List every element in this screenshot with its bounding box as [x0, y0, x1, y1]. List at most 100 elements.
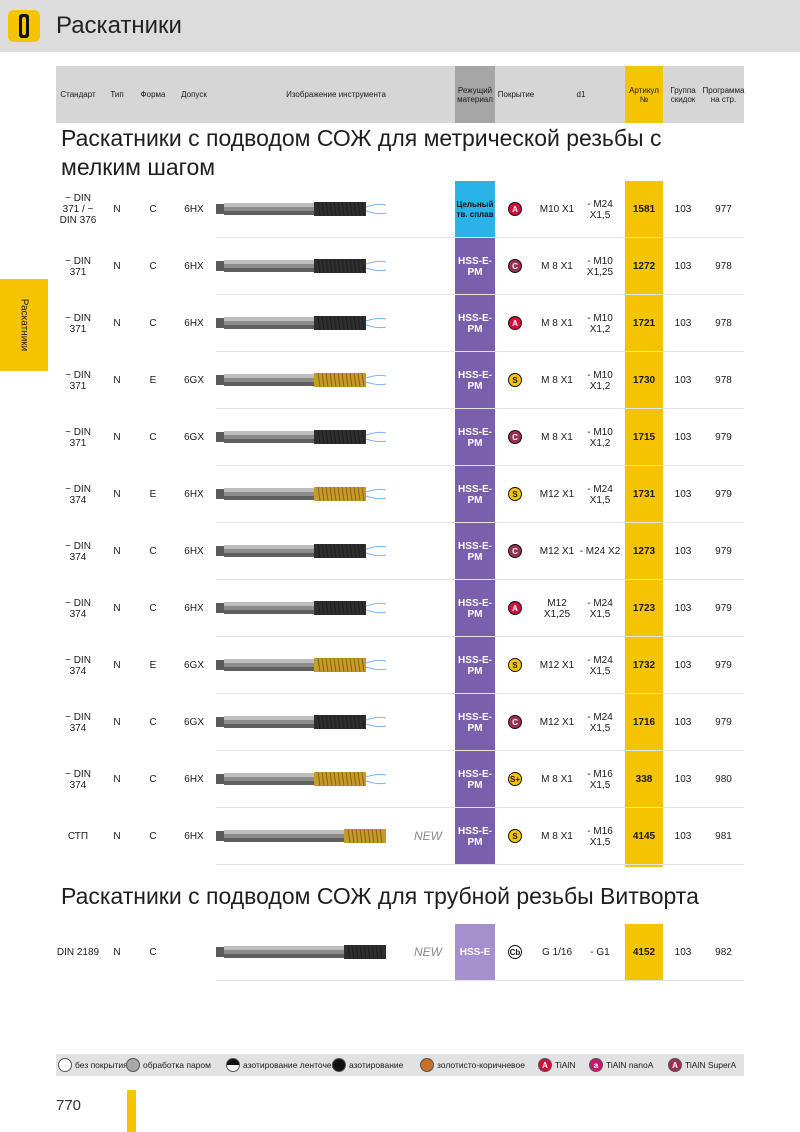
cell-form: C	[149, 318, 157, 329]
coating-legend: без покрытия обработка паром азотирование …	[56, 1054, 744, 1076]
cell-d1-to: - M24 X1,5	[587, 483, 613, 506]
cell-type: N	[113, 546, 121, 557]
cell-d1-to: - M24 X1,5	[587, 198, 613, 221]
legend-label: TiAlN	[555, 1059, 576, 1070]
cutting-material: HSS-E-PM	[455, 523, 495, 580]
cutting-material: HSS-E-PM	[455, 295, 495, 352]
cell-article[interactable]: 1581	[632, 204, 656, 215]
row-divider	[216, 579, 744, 580]
header-image: Изображение инструмента	[286, 90, 386, 99]
cell-tolerance: 6HX	[184, 774, 204, 785]
header-discount-group: Группа скидок	[670, 85, 696, 104]
cell-form: C	[149, 831, 157, 842]
header-article: Артикул №	[625, 66, 663, 123]
cell-group: 103	[674, 660, 692, 671]
cell-d1-to: - M16 X1,5	[587, 825, 613, 848]
cutting-material: HSS-E	[455, 924, 495, 981]
cell-article[interactable]: 338	[635, 774, 653, 785]
cell-page: 979	[715, 432, 732, 443]
table-row: ~ DIN 374 N C 6GX HSS-E-PM C M12 X1 - M24 X1,5 1…	[56, 694, 744, 751]
legend-item: без покрытия	[58, 1054, 128, 1076]
cell-standard: ~ DIN 374	[65, 654, 91, 677]
tool-image	[216, 655, 396, 675]
cell-d1-from: M 8 X1	[541, 774, 573, 785]
table-row: ~ DIN 371 N C 6HX HSS-E-PM C M 8 X1 - M10 X1,25…	[56, 238, 744, 295]
legend-item: a TiAlN nanoA	[589, 1054, 653, 1076]
cell-d1-from: M12 X1	[539, 489, 575, 500]
table-row: ~ DIN 374 N C 6HX HSS-E-PM C M12 X1 - M24 X2 127…	[56, 523, 744, 580]
tool-image	[216, 313, 396, 333]
cutting-material: HSS-E-PM	[455, 694, 495, 751]
cell-page: 982	[715, 947, 732, 958]
cell-article[interactable]: 1730	[632, 375, 656, 386]
cell-page: 981	[715, 831, 732, 842]
cell-article[interactable]: 1721	[632, 318, 656, 329]
table-row: ~ DIN 371 N C 6HX HSS-E-PM A M 8 X1 - M10 X1,2 1…	[56, 295, 744, 352]
legend-label: азотирование	[349, 1059, 404, 1070]
legend-item: A TiAlN SuperA	[668, 1054, 736, 1076]
coating-badge-icon: Cb	[508, 945, 522, 959]
cell-article[interactable]: 1731	[632, 489, 656, 500]
header-d1: d1	[576, 90, 586, 99]
cell-type: N	[113, 261, 121, 272]
cell-article[interactable]: 1716	[632, 717, 656, 728]
table-header: Стандарт Тип Форма Допуск Изображение ин…	[56, 66, 744, 123]
coating-badge-icon: S	[508, 373, 522, 387]
cell-standard: ~ DIN 371	[65, 426, 91, 449]
cell-group: 103	[674, 831, 692, 842]
cell-tolerance: 6HX	[184, 831, 204, 842]
cell-standard: ~ DIN 371	[65, 312, 91, 335]
cell-group: 103	[674, 261, 692, 272]
cell-d1-to: - M24 X1,5	[587, 711, 613, 734]
coating-badge-icon: C	[508, 259, 522, 273]
coating-badge-icon: C	[508, 430, 522, 444]
cell-group: 103	[674, 603, 692, 614]
header-coating: Покрытие	[497, 90, 535, 99]
cell-form: C	[149, 546, 157, 557]
cell-d1-to: - M10 X1,25	[586, 255, 614, 278]
side-tab[interactable]: Раскатники	[0, 279, 48, 371]
cell-form: C	[149, 261, 157, 272]
page-number: 770	[56, 1097, 82, 1114]
cell-standard: ~ DIN 374	[65, 768, 91, 791]
coating-badge-icon: A	[508, 202, 522, 216]
cell-form: E	[149, 375, 157, 386]
cell-article[interactable]: 4145	[632, 831, 656, 842]
article-column-band	[625, 924, 663, 981]
coating-badge-icon: A	[508, 316, 522, 330]
legend-item: азотирование	[332, 1054, 403, 1076]
article-column-band	[625, 181, 663, 867]
cell-d1-to: - M10 X1,2	[587, 312, 613, 335]
cell-d1-from: M 8 X1	[541, 261, 573, 272]
cell-article[interactable]: 1273	[632, 546, 656, 557]
cell-page: 978	[715, 318, 732, 329]
coating-swatch-icon	[420, 1058, 434, 1072]
table-row: ~ DIN 374 N E 6HX HSS-E-PM S M12 X1 - M24 X1,5 1…	[56, 466, 744, 523]
row-divider	[216, 522, 744, 523]
cell-group: 103	[674, 774, 692, 785]
coating-swatch-icon	[58, 1058, 72, 1072]
legend-label: TiAlN nanoA	[606, 1059, 654, 1070]
cell-form: E	[149, 660, 157, 671]
cell-tolerance: 6HX	[184, 318, 204, 329]
coating-badge-icon: S	[508, 487, 522, 501]
coating-badge-icon: C	[508, 715, 522, 729]
cell-article[interactable]: 1723	[632, 603, 656, 614]
cell-standard: ~ DIN 374	[65, 711, 91, 734]
cell-standard: СТП	[67, 831, 89, 842]
table-row: DIN 2189 N C NEW HSS-E Cb G 1/16 - G1 4152 103 982	[56, 924, 744, 981]
cell-article[interactable]: 1732	[632, 660, 656, 671]
header-standard: Стандарт	[60, 90, 96, 99]
cell-page: 978	[715, 261, 732, 272]
cell-type: N	[113, 432, 121, 443]
cutting-material: Цельный тв. сплав	[455, 181, 495, 238]
cell-type: N	[113, 204, 121, 215]
cell-standard: ~ DIN 371 / ~ DIN 376	[59, 193, 97, 226]
cell-form: C	[149, 603, 157, 614]
cell-d1-to: - M24 X1,5	[587, 654, 613, 677]
cell-article[interactable]: 1272	[632, 261, 656, 272]
tool-image	[216, 598, 396, 618]
cell-article[interactable]: 1715	[632, 432, 656, 443]
cell-d1-to: - M24 X2	[579, 546, 621, 557]
cell-article[interactable]: 4152	[632, 947, 656, 958]
